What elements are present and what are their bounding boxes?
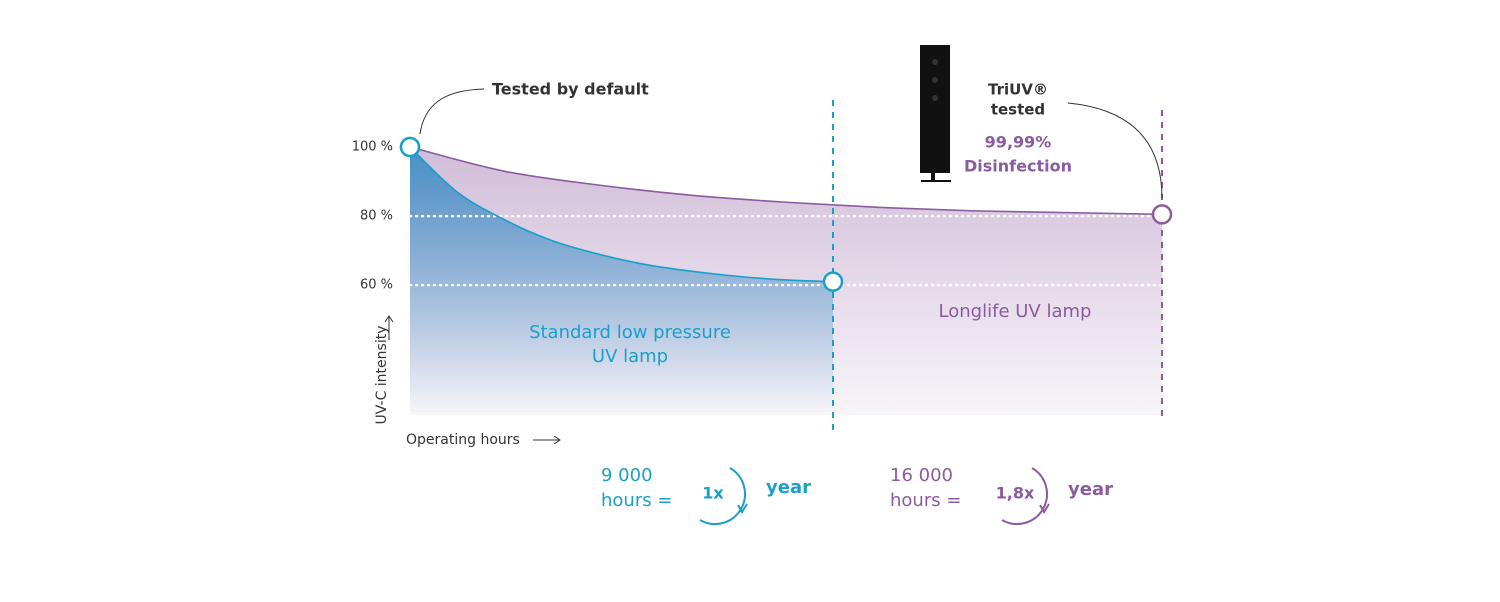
annotation: Disinfection <box>964 157 1072 176</box>
annotation: year <box>1068 479 1113 500</box>
annotation: tested <box>991 101 1045 119</box>
device-image <box>920 45 951 182</box>
connector <box>419 88 485 135</box>
connector <box>1067 102 1163 199</box>
axis-arrow <box>384 315 394 340</box>
series-line <box>409 146 834 283</box>
series-area <box>410 147 833 415</box>
series-label: Longlife UV lamp <box>938 301 1092 322</box>
y-tick-label: 100 % <box>352 140 393 155</box>
series-line <box>409 146 1163 216</box>
cycle-icon <box>699 467 748 525</box>
annotation: year <box>766 477 811 498</box>
point-marker <box>822 271 844 292</box>
point-marker <box>1151 204 1173 225</box>
annotation: 16 000 <box>890 465 953 486</box>
y-tick-label: 80 % <box>360 209 393 224</box>
point-marker <box>399 136 421 158</box>
y-axis-label: UV-C intensity <box>374 326 390 425</box>
axis-arrow <box>533 435 561 445</box>
series-label: Standard low pressure UV lamp <box>529 322 731 367</box>
annotation: 1x <box>702 484 724 503</box>
annotation: hours = <box>890 490 961 511</box>
annotation: 99,99% <box>985 133 1052 152</box>
cycle-icon <box>1001 467 1050 525</box>
annotation: 9 000 <box>601 465 653 486</box>
annotation: hours = <box>601 490 672 511</box>
x-axis-label: Operating hours <box>406 432 520 448</box>
annotation: Tested by default <box>492 80 649 99</box>
annotation: TriUV® <box>988 81 1048 99</box>
annotation: 1,8x <box>996 484 1035 503</box>
y-tick-label: 60 % <box>360 278 393 293</box>
